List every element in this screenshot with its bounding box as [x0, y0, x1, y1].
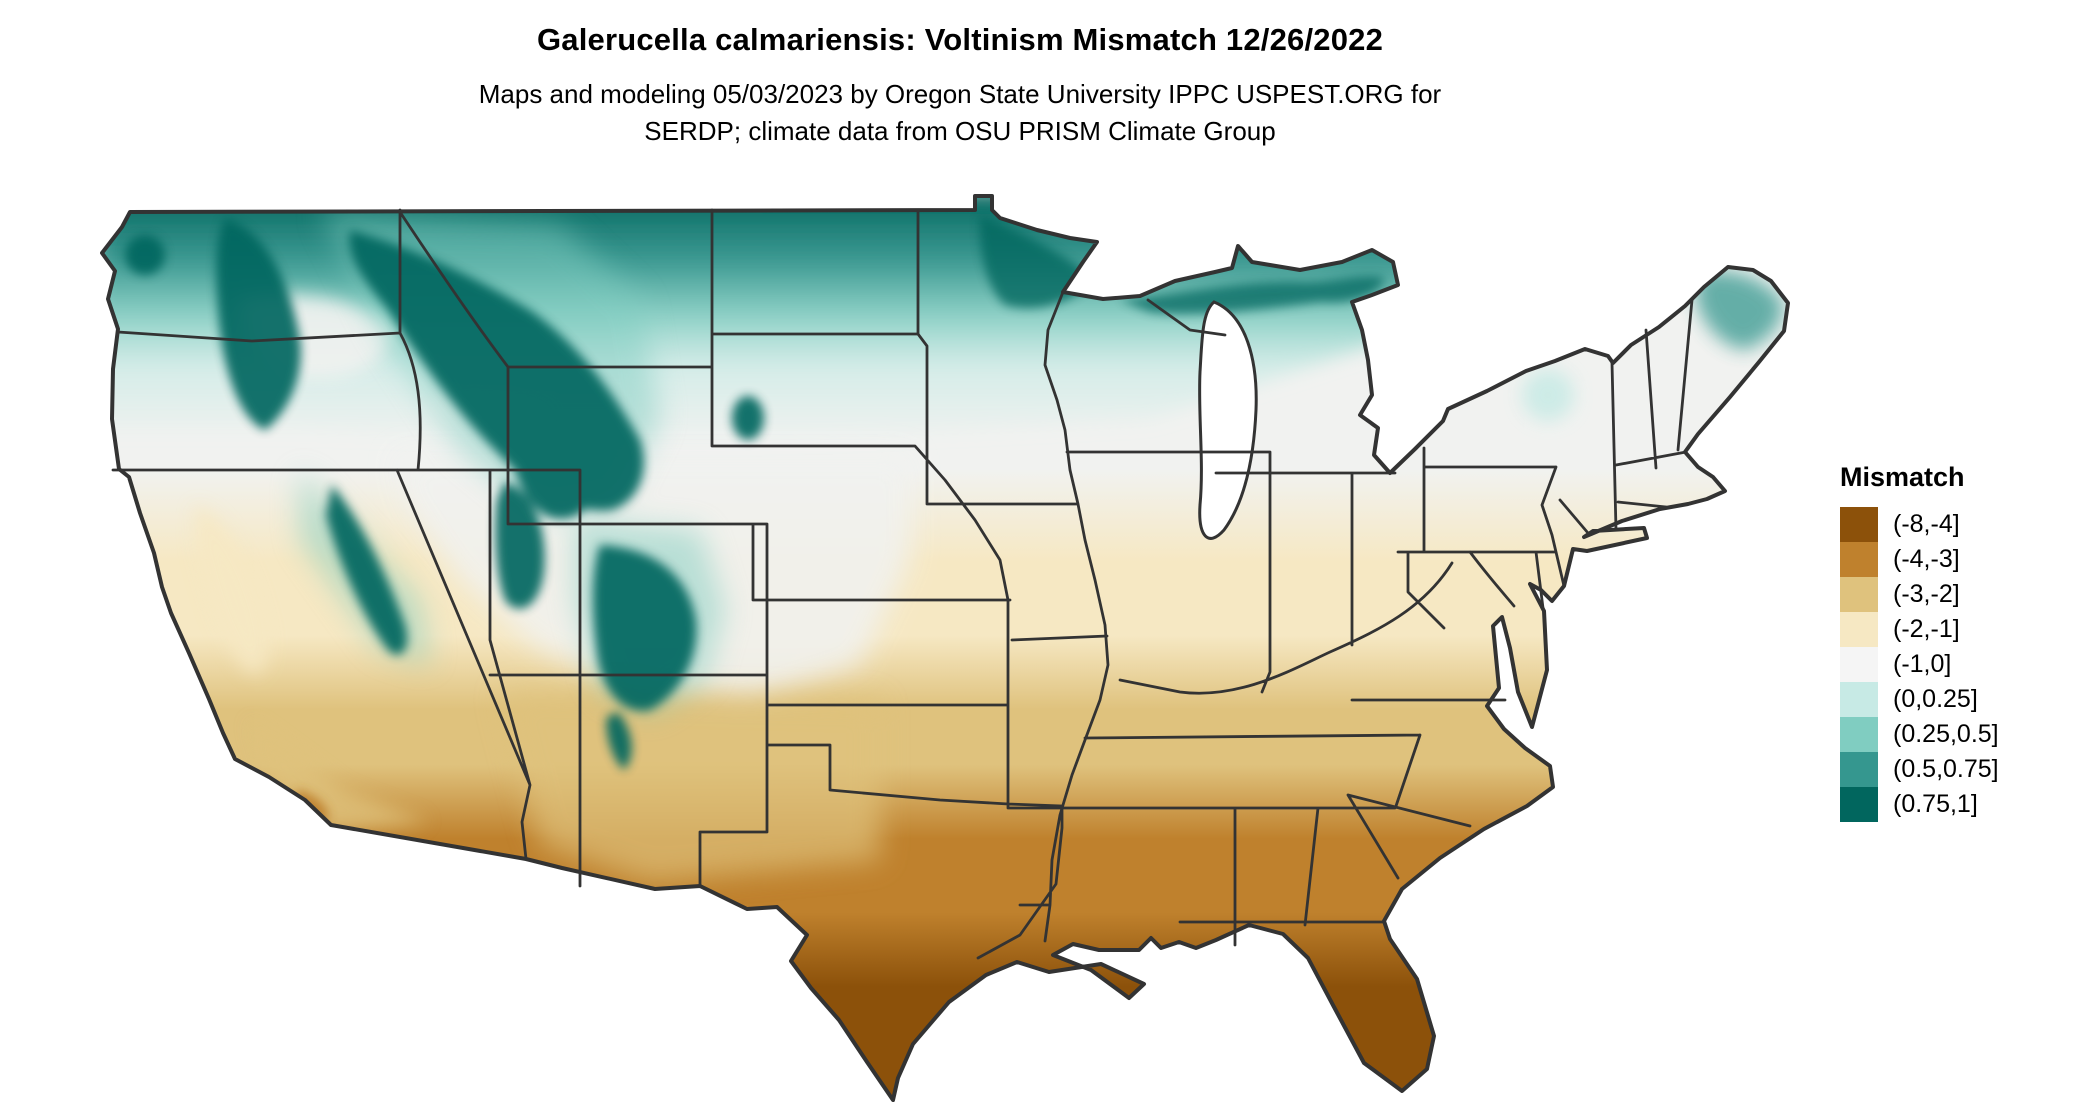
- legend-swatch: [1840, 507, 1878, 542]
- legend-item: (-3,-2]: [1840, 577, 1999, 612]
- legend-label: (0.25,0.5]: [1893, 720, 1999, 748]
- legend-title: Mismatch: [1840, 462, 1965, 492]
- legend-item: (0.25,0.5]: [1840, 717, 1999, 752]
- subtitle-line-2: SERDP; climate data from OSU PRISM Clima…: [644, 116, 1276, 146]
- legend-label: (0.5,0.75]: [1893, 755, 1999, 783]
- socal-tan-overlay: [250, 720, 430, 832]
- mountain-cores: [125, 215, 1385, 770]
- legend-swatch: [1840, 612, 1878, 647]
- legend-item: (-1,0]: [1840, 647, 1999, 682]
- legend-item: (0.5,0.75]: [1840, 752, 1999, 787]
- legend-label: (-1,0]: [1893, 650, 1952, 678]
- legend-label: (-2,-1]: [1893, 615, 1960, 643]
- california-valley-overlay: [195, 505, 269, 674]
- legend: Mismatch (-8,-4] (-4,-3] (-3,-2] (-2,-1]…: [1840, 462, 1999, 822]
- legend-swatch: [1840, 787, 1878, 822]
- adirondack-teal: [1522, 369, 1574, 421]
- legend-item: (-8,-4]: [1840, 507, 1999, 542]
- page-subtitle: Maps and modeling 05/03/2023 by Oregon S…: [0, 76, 1920, 150]
- maine-teal: [1695, 270, 1783, 350]
- southwest-tan-overlay: [500, 690, 880, 882]
- legend-label: (-3,-2]: [1893, 580, 1960, 608]
- legend-label: (0,0.25]: [1893, 685, 1978, 713]
- us-outline: [100, 194, 1790, 1102]
- lake-michigan: [1198, 300, 1258, 540]
- legend-swatch: [1840, 717, 1878, 752]
- legend-swatch: [1840, 577, 1878, 612]
- legend-swatch: [1840, 682, 1878, 717]
- state-borders: [111, 208, 1694, 960]
- header: Galerucella calmariensis: Voltinism Mism…: [0, 22, 1920, 150]
- legend-item: (-4,-3]: [1840, 542, 1999, 577]
- legend-item: (0.75,1]: [1840, 787, 1999, 822]
- legend-item: (0,0.25]: [1840, 682, 1999, 717]
- page-title: Galerucella calmariensis: Voltinism Mism…: [536, 22, 1384, 57]
- subtitle-line-1: Maps and modeling 05/03/2023 by Oregon S…: [478, 79, 1442, 109]
- legend-label: (0.75,1]: [1893, 790, 1978, 818]
- legend-label: (-8,-4]: [1893, 510, 1960, 538]
- legend-label: (-4,-3]: [1893, 545, 1960, 573]
- legend-swatch: [1840, 542, 1878, 577]
- legend-swatch: [1840, 752, 1878, 787]
- map-fill-layers: [102, 196, 1788, 1100]
- legend-swatch: [1840, 647, 1878, 682]
- legend-item: (-2,-1]: [1840, 612, 1999, 647]
